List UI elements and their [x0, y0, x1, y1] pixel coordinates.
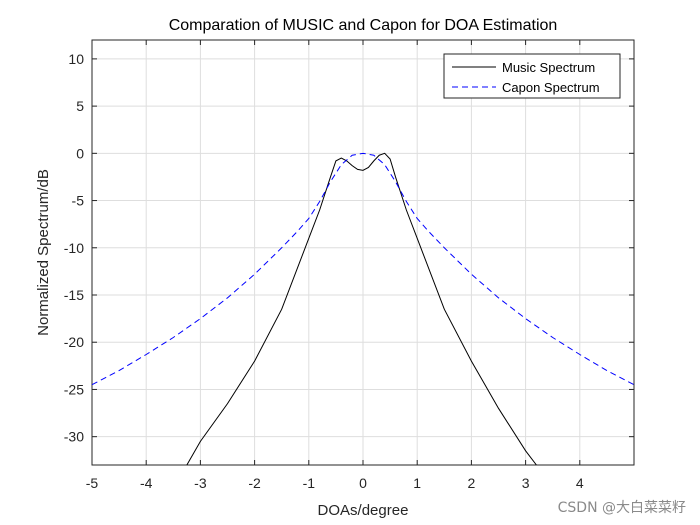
legend-entry: Capon Spectrum: [502, 80, 600, 95]
y-tick-label: -5: [72, 193, 85, 209]
x-tick-labels: -5 -4 -3 -2 -1 0 1 2 3 4: [86, 475, 584, 491]
y-tick-label: -20: [64, 334, 84, 350]
x-axis-label: DOAs/degree: [318, 502, 409, 519]
y-tick-label: 10: [68, 51, 84, 67]
x-tick-label: 1: [413, 475, 421, 491]
x-tick-label: -2: [248, 475, 261, 491]
legend-entry: Music Spectrum: [502, 60, 595, 75]
chart-title: Comparation of MUSIC and Capon for DOA E…: [169, 17, 558, 34]
y-tick-label: -10: [64, 240, 84, 256]
series-layer: [92, 152, 634, 465]
x-tick-label: 3: [522, 475, 530, 491]
y-axis-label: Normalized Spectrum/dB: [35, 169, 52, 336]
y-tick-label: 5: [76, 98, 84, 114]
y-tick-label: -30: [64, 429, 84, 445]
y-tick-labels: 10 5 0 -5 -10 -15 -20 -25 -30: [64, 51, 84, 445]
series-line-music: [186, 152, 537, 465]
legend-box: [443, 53, 621, 99]
y-tick-label: 0: [76, 145, 84, 161]
x-tick-label: -5: [86, 475, 99, 491]
legend: Music Spectrum Capon Spectrum: [443, 53, 621, 99]
tick-marks: [91, 40, 634, 465]
x-tick-label: -3: [194, 475, 207, 491]
series-line-capon: [92, 152, 634, 386]
y-tick-label: -25: [64, 381, 84, 397]
x-tick-label: 0: [359, 475, 367, 491]
x-tick-label: -1: [303, 475, 316, 491]
y-tick-label: -15: [64, 287, 84, 303]
grid: [91, 40, 634, 465]
x-tick-label: -4: [140, 475, 153, 491]
x-tick-label: 4: [576, 475, 584, 491]
x-tick-label: 2: [468, 475, 476, 491]
watermark: CSDN @大白菜菜籽: [557, 500, 686, 516]
